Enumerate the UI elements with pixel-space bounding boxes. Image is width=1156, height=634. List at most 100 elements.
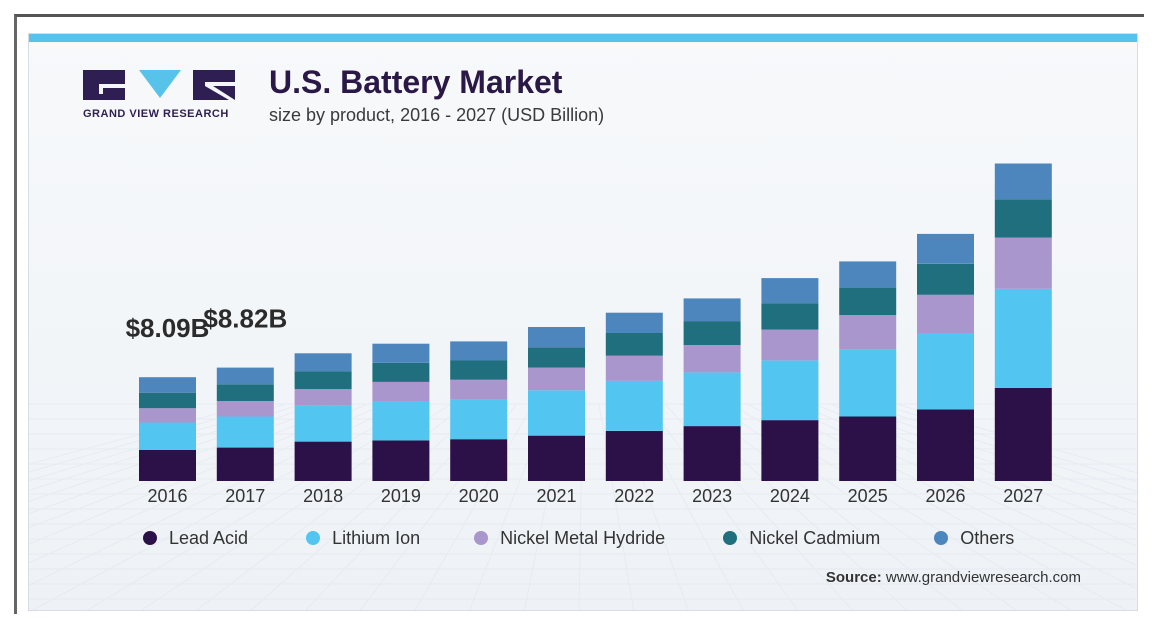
- bar-segment-lithium-ion-2026: [917, 333, 974, 410]
- brand-logo: [83, 70, 235, 100]
- bar-segment-others-2020: [450, 341, 508, 361]
- legend-label: Lithium Ion: [332, 527, 421, 548]
- bar-segment-others-2018: [294, 353, 352, 372]
- legend-item-lithium-ion: Lithium Ion: [306, 528, 420, 549]
- bar-segment-lead-acid-2027: [994, 387, 1052, 481]
- bar-segment-lithium-ion-2017: [216, 416, 274, 448]
- bar-segment-lead-acid-2020: [450, 439, 508, 481]
- source-label: Source:: [825, 569, 882, 586]
- bar-segment-nickel-cadmium-2020: [450, 360, 508, 380]
- bar-segment-lithium-ion-2023: [683, 372, 741, 427]
- bar-segment-lithium-ion-2018: [294, 405, 352, 442]
- x-tick-label-2021: 2021: [536, 486, 576, 506]
- bar-segment-nickel-metal-hydride-2018: [294, 389, 352, 406]
- bar-segment-nickel-metal-hydride-2021: [528, 367, 585, 391]
- bar-segment-lead-acid-2023: [683, 426, 741, 481]
- x-tick-label-2017: 2017: [225, 486, 265, 506]
- chart-subtitle: size by product, 2016 - 2027 (USD Billio…: [269, 105, 605, 125]
- bar-segment-nickel-cadmium-2026: [917, 263, 974, 295]
- bar-segment-nickel-cadmium-2024: [761, 303, 819, 330]
- bar-segment-nickel-cadmium-2021: [528, 347, 585, 368]
- bar-segment-lead-acid-2026: [917, 409, 974, 481]
- bar-segment-nickel-cadmium-2017: [216, 384, 274, 401]
- legend-swatch: [306, 531, 321, 545]
- accent-bar: [29, 34, 1137, 42]
- bar-segment-lithium-ion-2020: [450, 399, 508, 440]
- bar-segment-lithium-ion-2021: [528, 390, 585, 436]
- x-tick-label-2019: 2019: [381, 486, 421, 506]
- bar-segment-nickel-cadmium-2025: [839, 287, 897, 316]
- bar-segment-nickel-metal-hydride-2024: [761, 329, 819, 361]
- bar-segment-others-2022: [605, 312, 663, 333]
- bar-segment-nickel-metal-hydride-2025: [839, 315, 897, 350]
- bar-segment-nickel-metal-hydride-2016: [139, 408, 196, 423]
- bar-segment-others-2027: [994, 163, 1052, 200]
- source-url: www.grandviewresearch.com: [885, 569, 1081, 586]
- bar-segment-others-2026: [917, 233, 974, 264]
- bar-segment-lead-acid-2017: [216, 447, 274, 481]
- legend-item-others: Others: [934, 528, 1014, 549]
- x-tick-label-2026: 2026: [925, 486, 965, 506]
- bar-segment-lead-acid-2022: [605, 430, 663, 481]
- bar-segment-lead-acid-2016: [139, 450, 196, 481]
- bar-segment-lithium-ion-2019: [372, 401, 430, 441]
- legend-label: Nickel Metal Hydride: [500, 527, 666, 548]
- x-tick-label-2016: 2016: [147, 486, 187, 506]
- bar-segment-lithium-ion-2022: [605, 380, 663, 431]
- legend-label: Nickel Cadmium: [749, 527, 881, 548]
- bar-segment-nickel-cadmium-2022: [605, 333, 663, 356]
- bar-segment-nickel-cadmium-2027: [994, 199, 1052, 238]
- x-tick-label-2018: 2018: [303, 486, 343, 506]
- legend-label: Lead Acid: [169, 527, 249, 548]
- x-tick-label-2025: 2025: [848, 486, 888, 506]
- bar-segment-others-2019: [372, 343, 430, 363]
- legend-item-lead-acid: Lead Acid: [143, 528, 248, 549]
- legend-swatch: [143, 531, 157, 545]
- bar-segment-lead-acid-2021: [528, 435, 585, 481]
- bar-segment-others-2023: [683, 298, 741, 322]
- bar-segment-lead-acid-2024: [761, 420, 819, 481]
- brand-name: GRAND VIEW RESEARCH: [83, 108, 229, 120]
- bar-segment-nickel-cadmium-2023: [683, 321, 741, 345]
- bar-segment-lithium-ion-2027: [994, 288, 1052, 388]
- bar-segment-nickel-cadmium-2018: [294, 371, 352, 390]
- x-tick-label-2027: 2027: [1003, 486, 1043, 506]
- bar-segment-lead-acid-2019: [372, 440, 430, 481]
- bar-segment-nickel-metal-hydride-2023: [683, 344, 741, 373]
- x-tick-label-2022: 2022: [614, 486, 654, 506]
- bar-segment-lithium-ion-2025: [839, 349, 897, 417]
- legend-item-nickel-cadmium: Nickel Cadmium: [723, 528, 880, 549]
- bar-segment-others-2017: [216, 367, 274, 385]
- bar-segment-others-2025: [839, 261, 897, 288]
- legend-swatch: [934, 531, 949, 545]
- bar-segment-nickel-metal-hydride-2020: [450, 379, 508, 400]
- x-tick-label-2020: 2020: [459, 486, 499, 506]
- bar-segment-lithium-ion-2016: [139, 422, 196, 450]
- legend-label: Others: [960, 527, 1015, 548]
- legend-item-nickel-metal-hydride: Nickel Metal Hydride: [474, 528, 665, 549]
- bar-segment-nickel-metal-hydride-2019: [372, 381, 430, 401]
- bar-segment-others-2024: [761, 278, 819, 304]
- bar-segment-lead-acid-2018: [294, 441, 352, 481]
- bar-segment-nickel-cadmium-2019: [372, 362, 430, 382]
- data-label-2017: $8.82B: [203, 304, 287, 334]
- bar-segment-nickel-metal-hydride-2027: [994, 237, 1052, 289]
- bar-segment-others-2016: [139, 377, 196, 393]
- x-tick-label-2023: 2023: [692, 486, 732, 506]
- bar-segment-lead-acid-2025: [839, 416, 897, 481]
- x-tick-label-2024: 2024: [770, 486, 810, 506]
- chart-title: U.S. Battery Market: [269, 64, 563, 100]
- legend-swatch: [723, 531, 738, 545]
- data-label-2016: $8.09B: [126, 313, 210, 343]
- bar-segment-nickel-metal-hydride-2026: [917, 294, 974, 333]
- bar-segment-nickel-metal-hydride-2022: [605, 355, 663, 381]
- bar-segment-others-2021: [528, 327, 585, 348]
- source-note: Source: www.grandviewresearch.com: [826, 569, 1081, 586]
- bar-segment-nickel-metal-hydride-2017: [216, 401, 274, 417]
- chart-legend: Lead Acid Lithium Ion Nickel Metal Hydride…: [143, 525, 1014, 551]
- chart-card: GRAND VIEW RESEARCH U.S. Battery Market …: [28, 33, 1138, 611]
- bar-segment-nickel-cadmium-2016: [139, 392, 196, 409]
- legend-swatch: [474, 531, 489, 545]
- bar-segment-lithium-ion-2024: [761, 360, 819, 421]
- stacked-bar-chart: 2016 2017 2018 2019 2020 2021 2022 2023 2024 2025…: [29, 163, 1137, 610]
